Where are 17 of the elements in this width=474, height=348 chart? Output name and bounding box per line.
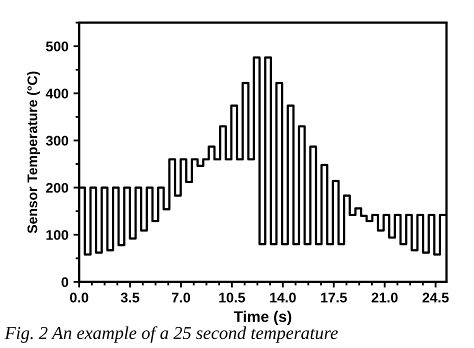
y-axis-title: Sensor Temperature (°C) <box>27 72 40 234</box>
x-tick-label: 3.5 <box>120 292 140 303</box>
x-tick-label: 7.0 <box>172 292 190 302</box>
y-tick-label: 200 <box>46 182 68 193</box>
y-tick-label: 100 <box>46 230 68 240</box>
y-tick-label: 400 <box>46 88 68 98</box>
x-axis-title: Time (s) <box>234 310 292 326</box>
caption: Fig. 2 An example of a 25 second temperature <box>4 326 338 343</box>
x-tick-label: 0.0 <box>70 292 88 302</box>
y-tick-label: 300 <box>46 136 68 146</box>
y-tick-label: 0 <box>62 277 68 288</box>
x-tick-label: 14.0 <box>270 292 296 302</box>
x-tick-label: 24.5 <box>422 292 449 302</box>
x-tick-label: 10.5 <box>219 292 246 302</box>
x-tick-label: 17.5 <box>321 292 347 302</box>
x-tick-label: 21.0 <box>372 292 398 302</box>
y-tick-label: 500 <box>46 42 68 52</box>
